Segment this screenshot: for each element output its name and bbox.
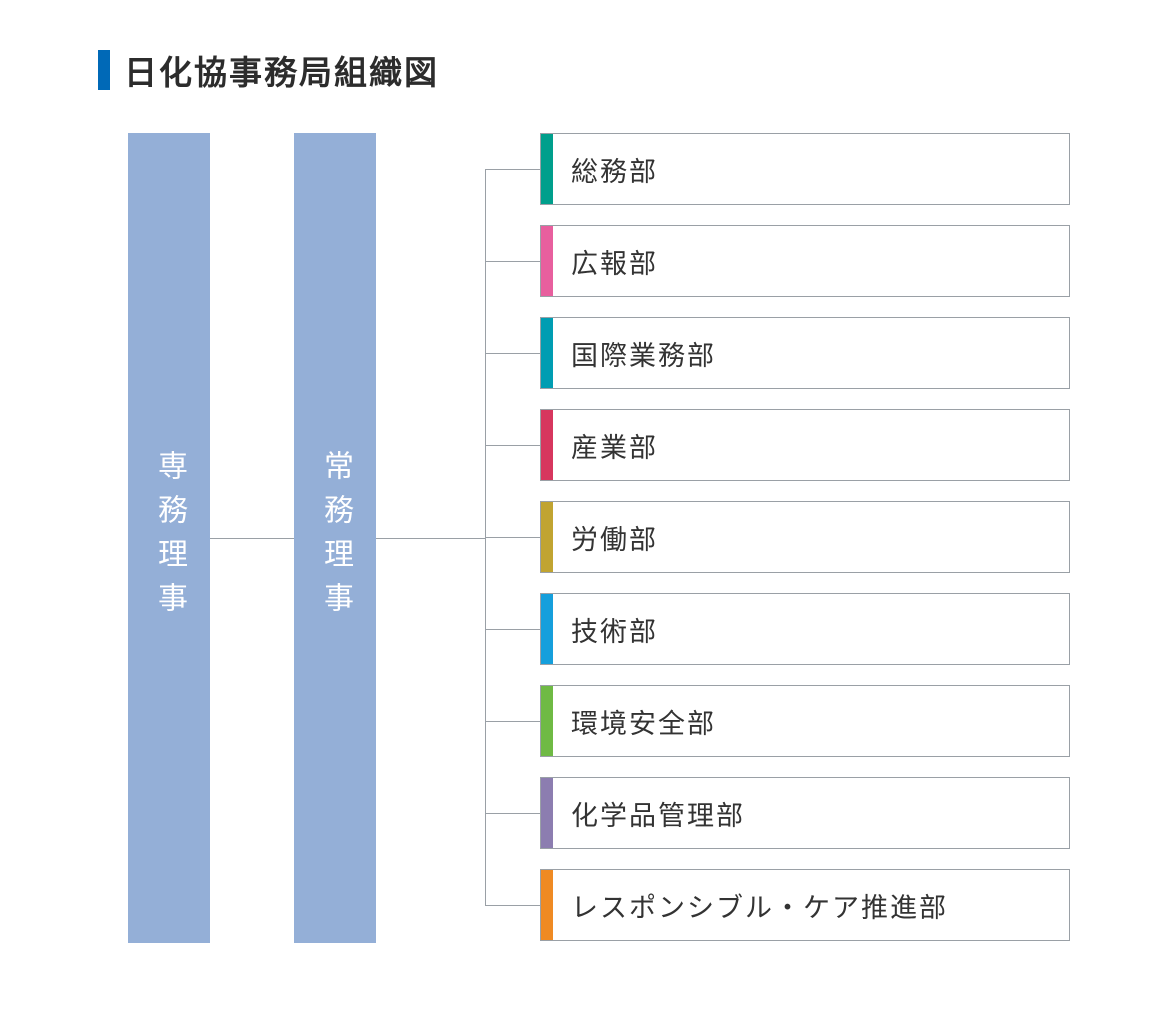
dept-box: 広報部: [540, 225, 1070, 297]
title-text: 日化協事務局組織図: [124, 46, 439, 94]
dept-label: 総務部: [553, 150, 658, 189]
connector-branch: [485, 445, 540, 446]
dept-box: 国際業務部: [540, 317, 1070, 389]
connector-branch: [485, 537, 540, 538]
dept-label: 環境安全部: [553, 702, 716, 741]
dept-stripe: [541, 686, 553, 756]
connector-senmu-jomu: [210, 538, 294, 539]
dept-stripe: [541, 226, 553, 296]
dept-box: 総務部: [540, 133, 1070, 205]
dept-label: 国際業務部: [553, 334, 716, 373]
dept-stripe: [541, 778, 553, 848]
connector-branch: [485, 813, 540, 814]
dept-box: 環境安全部: [540, 685, 1070, 757]
dept-stripe: [541, 594, 553, 664]
org-chart-canvas: { "title": { "text": "日化協事務局組織図", "bar_c…: [0, 0, 1170, 1033]
main-box-senmu-label: 専務理事: [147, 450, 191, 626]
dept-box: 化学品管理部: [540, 777, 1070, 849]
connector-branch: [485, 169, 540, 170]
dept-box: 産業部: [540, 409, 1070, 481]
dept-label: 広報部: [553, 242, 658, 281]
main-box-jomu: 常務理事: [294, 133, 376, 943]
dept-stripe: [541, 318, 553, 388]
main-box-jomu-label: 常務理事: [313, 450, 357, 626]
dept-stripe: [541, 870, 553, 940]
dept-stripe: [541, 502, 553, 572]
dept-label: 技術部: [553, 610, 658, 649]
dept-label: 労働部: [553, 518, 658, 557]
connector-branch: [485, 261, 540, 262]
main-box-senmu: 専務理事: [128, 133, 210, 943]
dept-stripe: [541, 410, 553, 480]
dept-label: 産業部: [553, 426, 658, 465]
connector-branch: [485, 629, 540, 630]
connector-jomu-trunk: [376, 538, 485, 539]
dept-label: レスポンシブル・ケア推進部: [553, 886, 948, 925]
dept-box: 労働部: [540, 501, 1070, 573]
chart-title: 日化協事務局組織図: [98, 46, 439, 94]
dept-box: 技術部: [540, 593, 1070, 665]
connector-branch: [485, 905, 540, 906]
dept-label: 化学品管理部: [553, 794, 745, 833]
title-accent-bar: [98, 50, 110, 90]
dept-box: レスポンシブル・ケア推進部: [540, 869, 1070, 941]
connector-branch: [485, 721, 540, 722]
dept-stripe: [541, 134, 553, 204]
connector-branch: [485, 353, 540, 354]
